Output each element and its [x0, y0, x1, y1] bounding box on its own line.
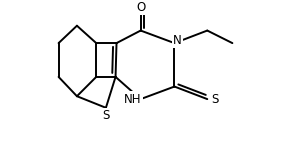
Text: NH: NH	[124, 93, 142, 106]
Text: S: S	[102, 109, 110, 122]
Text: N: N	[173, 34, 182, 47]
Text: O: O	[136, 1, 145, 14]
Text: S: S	[211, 93, 219, 106]
